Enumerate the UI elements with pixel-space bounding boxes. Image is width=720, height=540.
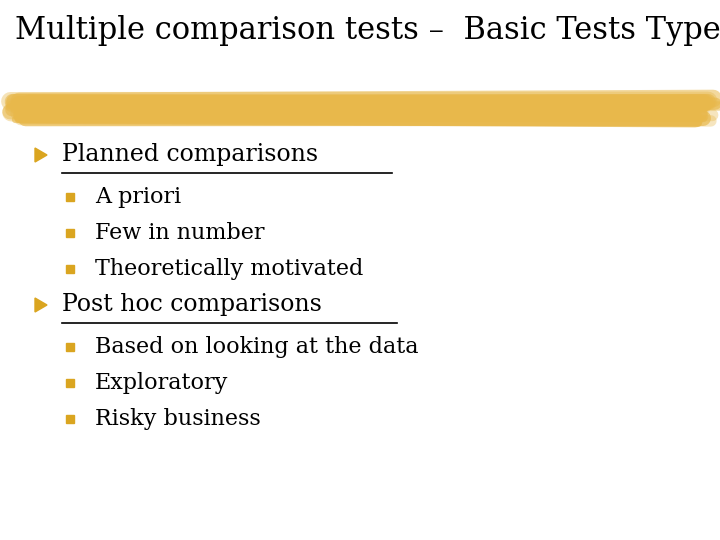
Polygon shape [35, 148, 47, 162]
Bar [66, 229, 74, 237]
Text: Multiple comparison tests –  Basic Tests Type: Multiple comparison tests – Basic Tests … [15, 15, 720, 46]
Text: Theoretically motivated: Theoretically motivated [95, 258, 364, 280]
Text: Based on looking at the data: Based on looking at the data [95, 336, 418, 358]
Bar [66, 193, 74, 201]
Text: Few in number: Few in number [95, 222, 264, 244]
Bar [66, 343, 74, 351]
Polygon shape [35, 298, 47, 312]
Text: Exploratory: Exploratory [95, 372, 228, 394]
Text: Planned comparisons: Planned comparisons [62, 144, 318, 166]
Bar [66, 415, 74, 423]
Text: Risky business: Risky business [95, 408, 261, 430]
Bar [66, 379, 74, 387]
Text: Post hoc comparisons: Post hoc comparisons [62, 294, 322, 316]
Text: A priori: A priori [95, 186, 181, 208]
Bar [66, 265, 74, 273]
